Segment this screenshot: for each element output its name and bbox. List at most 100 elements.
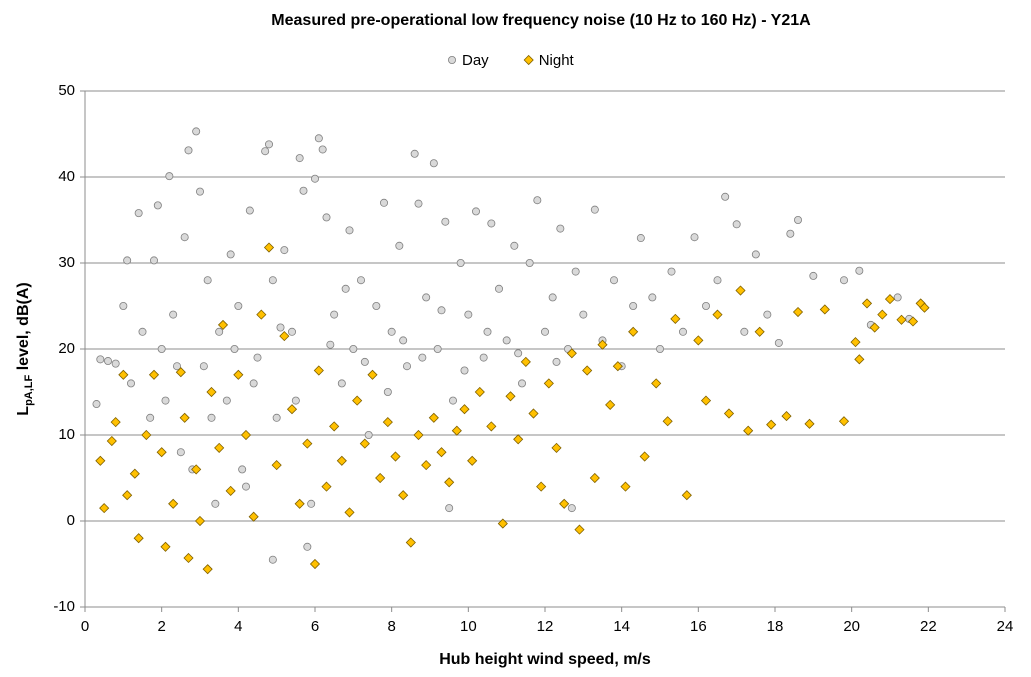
circle-point xyxy=(364,430,373,439)
diamond-point xyxy=(191,464,202,475)
circle-point xyxy=(291,396,300,405)
diamond-point xyxy=(428,412,439,423)
y-tick-label: 30 xyxy=(58,254,75,271)
y-tick-label: 20 xyxy=(58,340,75,357)
diamond-point xyxy=(605,399,616,410)
diamond-point xyxy=(620,481,631,492)
diamond-point xyxy=(214,442,225,453)
diamond-point xyxy=(271,460,282,471)
circle-point xyxy=(184,146,193,155)
circle-point xyxy=(441,217,450,226)
circle-point xyxy=(161,396,170,405)
diamond-point xyxy=(723,408,735,419)
circle-point xyxy=(567,504,576,513)
x-tick-label: 22 xyxy=(920,618,937,635)
diamond-point xyxy=(352,395,363,406)
diamond-point xyxy=(129,468,140,479)
diamond-point xyxy=(444,477,455,488)
x-tick-label: 14 xyxy=(613,618,630,635)
circle-point xyxy=(157,344,166,353)
circle-point xyxy=(679,327,688,336)
circle-point xyxy=(172,362,181,371)
legend: Day Night xyxy=(447,52,575,69)
diamond-point xyxy=(436,447,447,458)
circle-point xyxy=(261,147,270,156)
circle-point xyxy=(192,127,201,136)
diamond-point xyxy=(505,391,516,402)
circle-point xyxy=(399,336,408,345)
circle-point xyxy=(287,327,296,336)
circle-point xyxy=(732,220,741,229)
chart-title: Measured pre-operational low frequency n… xyxy=(271,12,811,29)
circle-point xyxy=(590,205,599,214)
y-tick-label: 0 xyxy=(67,512,75,529)
diamond-point xyxy=(589,472,600,484)
circle-point xyxy=(230,344,239,353)
diamond-point xyxy=(735,285,746,296)
circle-point xyxy=(740,327,749,336)
x-tick-label: 8 xyxy=(387,618,395,635)
y-tick-label: 40 xyxy=(58,168,75,185)
diamond-point xyxy=(133,533,144,544)
circle-point xyxy=(96,355,105,364)
diamond-point xyxy=(877,309,888,320)
diamond-point xyxy=(497,518,508,529)
circle-point xyxy=(548,293,557,302)
diamond-point xyxy=(263,242,275,253)
diamond-point xyxy=(766,419,777,430)
diamond-point xyxy=(781,411,792,422)
circle-point xyxy=(222,396,231,405)
diamond-point xyxy=(344,507,355,518)
circle-point xyxy=(92,400,101,409)
diamond-point xyxy=(148,369,160,380)
diamond-point xyxy=(118,369,129,380)
points xyxy=(92,127,930,575)
circle-point xyxy=(203,276,212,285)
legend-marker xyxy=(523,54,534,66)
diamond-point xyxy=(141,429,152,441)
circle-point xyxy=(422,293,431,302)
diamond-point xyxy=(896,314,907,325)
circle-point xyxy=(111,359,120,368)
diamond-point xyxy=(321,481,332,492)
circle-point xyxy=(510,241,519,250)
diamond-point xyxy=(574,524,585,535)
diamond-point xyxy=(309,558,321,570)
diamond-point xyxy=(421,460,432,471)
x-tick-label: 2 xyxy=(157,618,165,635)
diamond-point xyxy=(194,515,206,527)
x-tick-label: 12 xyxy=(537,618,554,635)
circle-point xyxy=(280,246,289,255)
circle-point xyxy=(433,344,442,353)
x-tick-label: 24 xyxy=(997,618,1014,635)
circle-point xyxy=(245,206,254,215)
diamond-point xyxy=(551,442,562,453)
diamond-point xyxy=(233,369,244,380)
x-tick-label: 0 xyxy=(81,618,89,635)
circle-point xyxy=(579,310,588,319)
diamond-point xyxy=(792,306,804,318)
diamond-point xyxy=(486,421,497,432)
circle-point xyxy=(456,258,465,267)
circle-point xyxy=(176,448,185,457)
circle-point xyxy=(690,233,699,242)
circle-point xyxy=(794,215,803,224)
circle-point xyxy=(636,234,645,243)
circle-point xyxy=(514,349,523,358)
diamond-point xyxy=(240,429,252,441)
circle-point xyxy=(379,198,388,207)
diamond-point xyxy=(597,339,608,350)
circle-point xyxy=(445,504,454,513)
circle-point xyxy=(855,266,864,275)
diamond-point xyxy=(467,455,478,466)
legend-label: Day xyxy=(462,52,489,69)
circle-point xyxy=(337,379,346,388)
y-label-rest: level, dB(A) xyxy=(15,282,32,374)
circle-point xyxy=(180,233,189,242)
diamond-point xyxy=(513,434,524,445)
diamond-point xyxy=(336,455,347,466)
circle-point xyxy=(104,357,113,366)
circle-point xyxy=(326,340,335,349)
